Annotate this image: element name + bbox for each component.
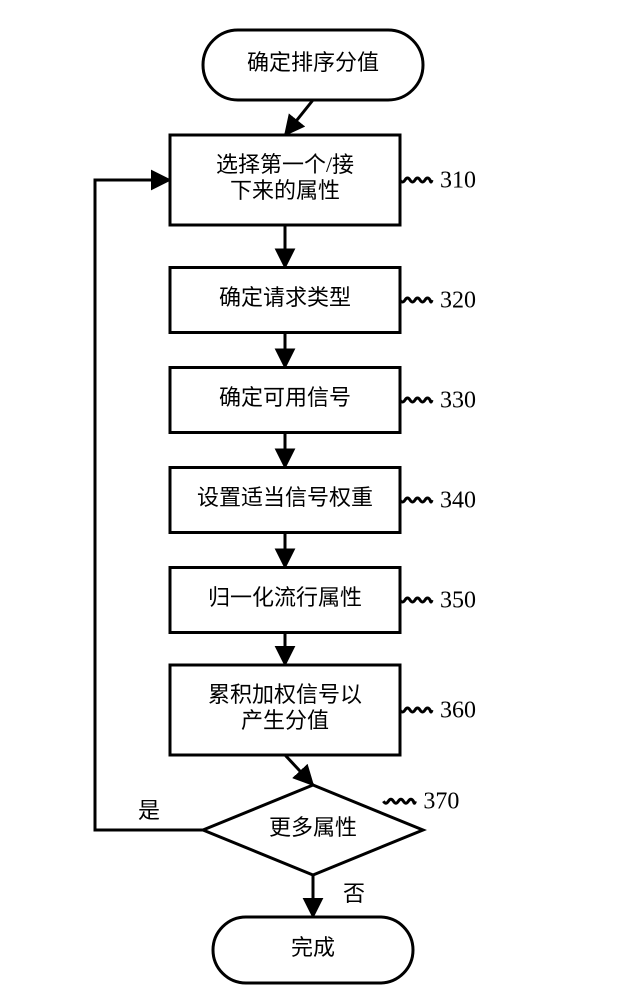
node-n340-text-0: 设置适当信号权重 [197, 485, 373, 510]
node-n310-text-1: 下来的属性 [230, 178, 340, 203]
ref-squiggle-320 [400, 298, 432, 302]
node-n360-text-1: 产生分值 [241, 708, 329, 733]
ref-number-330: 330 [440, 388, 476, 414]
ref-squiggle-360 [400, 708, 432, 712]
ref-number-320: 320 [440, 288, 476, 314]
edge-label-是: 是 [138, 798, 160, 823]
node-end-text-0: 完成 [291, 935, 335, 960]
ref-number-340: 340 [440, 488, 476, 514]
ref-squiggle-310 [400, 178, 432, 182]
node-n350-text-0: 归一化流行属性 [208, 585, 362, 610]
node-start-text-0: 确定排序分值 [247, 50, 379, 75]
node-n310-text-0: 选择第一个/接 [216, 152, 354, 177]
ref-number-370: 370 [423, 789, 459, 815]
ref-squiggle-330 [400, 398, 432, 402]
node-n330-text-0: 确定可用信号 [219, 385, 351, 410]
ref-number-360: 360 [440, 698, 476, 724]
ref-squiggle-350 [400, 598, 432, 602]
edge-label-否: 否 [343, 881, 365, 906]
ref-number-350: 350 [440, 588, 476, 614]
edge-n360-d370 [285, 755, 313, 785]
ref-number-310: 310 [440, 168, 476, 194]
ref-squiggle-370 [383, 799, 415, 803]
ref-squiggle-340 [400, 498, 432, 502]
node-d370-text-0: 更多属性 [269, 815, 357, 840]
node-n360-text-0: 累积加权信号以 [208, 682, 362, 707]
flowchart-svg: 否 是 确定排序分值选择第一个/接下来的属性 310 确定请求类型 320 确定可用信号 33… [0, 0, 627, 1000]
edge-start-n310 [285, 100, 313, 135]
node-n320-text-0: 确定请求类型 [219, 285, 351, 310]
